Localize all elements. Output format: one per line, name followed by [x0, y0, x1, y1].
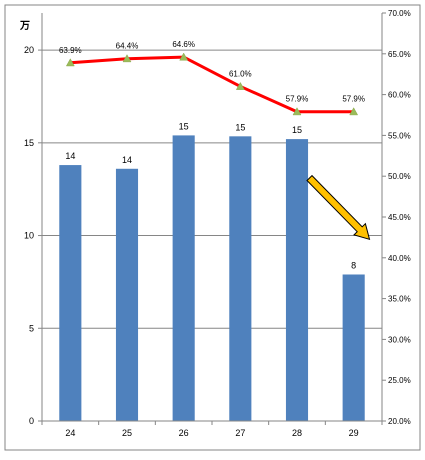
line-point-24	[65, 58, 75, 67]
line-label-26: 64.6%	[172, 40, 195, 49]
line-point-26	[179, 52, 189, 61]
bar-26	[172, 135, 195, 421]
annotation-arrow	[306, 174, 371, 241]
bar-label-28: 15	[292, 125, 302, 135]
bar-series	[59, 135, 365, 422]
bar-label-24: 14	[65, 151, 75, 161]
line-label-27: 61.0%	[229, 69, 252, 78]
right-tick-label: 60.0%	[388, 91, 411, 100]
line-point-25	[122, 54, 132, 63]
left-tick-label: 10	[24, 231, 34, 241]
right-tick-label: 35.0%	[388, 295, 411, 304]
right-tick-label: 40.0%	[388, 254, 411, 263]
x-tick-label-24: 24	[65, 428, 75, 438]
line-point-28	[292, 107, 302, 116]
bar-28	[285, 139, 309, 422]
x-tick-label-27: 27	[235, 428, 245, 438]
bar-27	[229, 136, 252, 421]
x-tick-label-25: 25	[122, 428, 132, 438]
right-tick-label: 20.0%	[388, 417, 411, 426]
line-label-25: 64.4%	[116, 42, 139, 51]
axes: 0 5 10 15 20 20.0% 25.0% 30.0% 35.0% 40.0% 45.0% 50…	[24, 9, 411, 438]
right-tick-label: 70.0%	[388, 9, 411, 18]
left-tick-label: 15	[24, 138, 34, 148]
bar-label-26: 15	[179, 121, 189, 131]
right-tick-label: 30.0%	[388, 335, 411, 344]
line-label-29: 57.9%	[342, 95, 365, 104]
bar-25	[115, 168, 139, 421]
line-point-29	[349, 107, 359, 116]
right-tick-label: 55.0%	[388, 131, 411, 140]
bar-29	[342, 274, 365, 421]
right-tick-label: 50.0%	[388, 172, 411, 181]
x-tick-label-26: 26	[179, 428, 189, 438]
line-path	[70, 55, 354, 114]
bar-label-29: 8	[351, 260, 356, 270]
left-tick-label: 20	[24, 45, 34, 55]
bar-label-25: 14	[122, 155, 132, 165]
arrow-shape	[306, 174, 371, 241]
left-tick-label: 0	[29, 416, 34, 426]
line-label-24: 63.9%	[59, 46, 82, 55]
x-tick-label-28: 28	[292, 428, 302, 438]
x-tick-label-29: 29	[349, 428, 359, 438]
line-series	[65, 52, 359, 116]
bar-24	[59, 165, 82, 421]
right-tick-label: 45.0%	[388, 213, 411, 222]
line-point-27	[235, 81, 245, 90]
line-label-28: 57.9%	[286, 95, 309, 104]
gridlines	[42, 49, 382, 329]
left-tick-label: 5	[29, 323, 34, 333]
right-tick-label: 25.0%	[388, 376, 411, 385]
left-axis-unit-label: 万	[19, 20, 30, 32]
data-labels: 14 14 15 15 15 8 63.9% 64.4% 64.6% 61.0% 57.9% 57.9…	[59, 40, 365, 270]
right-tick-label: 65.0%	[388, 50, 411, 59]
bar-label-27: 15	[235, 122, 245, 132]
